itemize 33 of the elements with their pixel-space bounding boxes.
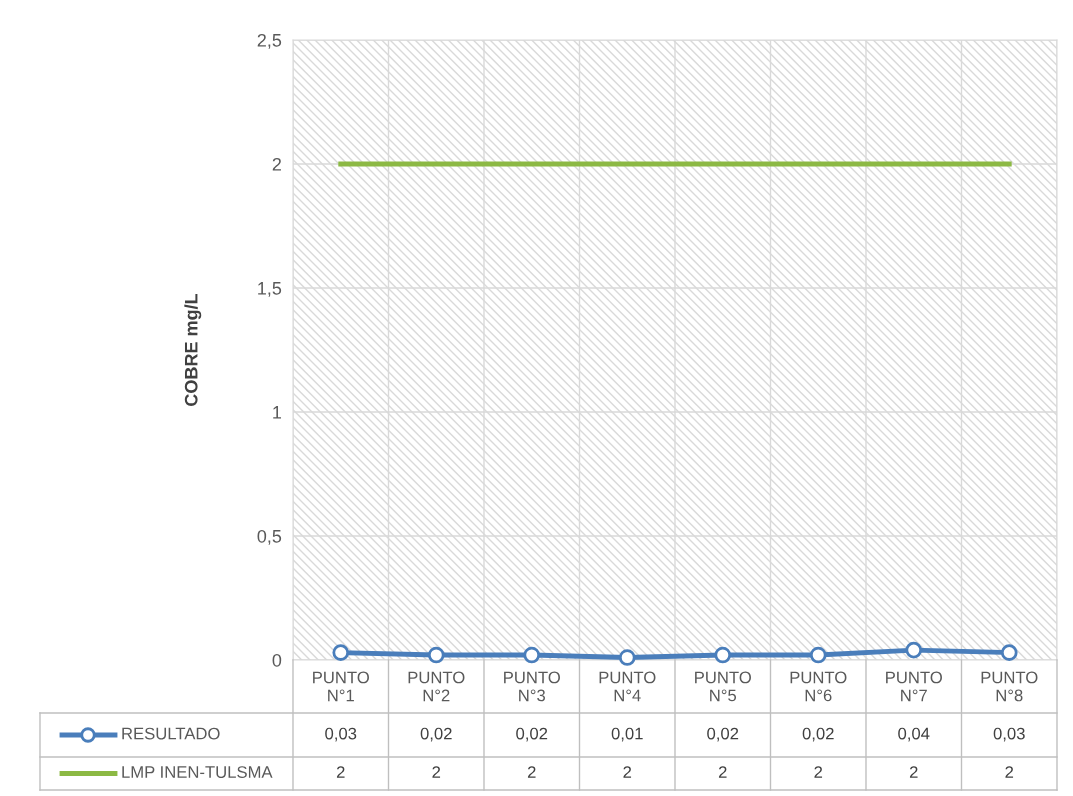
- legend-label: RESULTADO: [122, 727, 220, 740]
- x-tick-label: PUNTO N°8: [981, 671, 1038, 702]
- data-label: 0,01: [611, 727, 643, 742]
- data-label: 2: [909, 766, 918, 778]
- x-tick-label: PUNTO N°7: [886, 671, 942, 702]
- y-tick-label: 0,5: [257, 529, 282, 545]
- data-label: 0,02: [420, 727, 452, 742]
- x-tick-label: PUNTO N°6: [790, 671, 847, 702]
- x-tick-label: PUNTO N°5: [695, 671, 751, 702]
- data-label: 2: [1005, 766, 1014, 778]
- data-label: 2: [814, 766, 823, 778]
- data-label: 0,02: [516, 727, 548, 742]
- y-axis-title: COBRE mg/L: [184, 293, 202, 406]
- x-tick-label: PUNTO N°1: [313, 671, 369, 702]
- data-label: 0,04: [898, 727, 930, 742]
- data-label: 0,02: [707, 727, 739, 742]
- x-tick-label: PUNTO N°2: [408, 671, 465, 702]
- y-tick-label: 0: [272, 653, 282, 667]
- data-label: 2: [527, 766, 536, 778]
- data-label: 2: [432, 766, 441, 778]
- legend-label: LMP INEN-TULSMA: [122, 766, 273, 778]
- y-tick-label: 2,5: [257, 33, 282, 49]
- data-label: 2: [623, 766, 632, 778]
- data-label: 0,03: [993, 727, 1025, 742]
- data-label: 2: [336, 766, 345, 778]
- y-tick-label: 1: [273, 406, 282, 419]
- x-tick-label: PUNTO N°4: [599, 671, 656, 702]
- data-label: 0,03: [325, 727, 357, 742]
- x-tick-label: PUNTO N°3: [504, 671, 560, 702]
- data-label: 0,02: [802, 727, 834, 742]
- y-tick-label: 2: [272, 157, 281, 171]
- y-tick-label: 1,5: [258, 282, 282, 297]
- data-label: 2: [718, 766, 727, 778]
